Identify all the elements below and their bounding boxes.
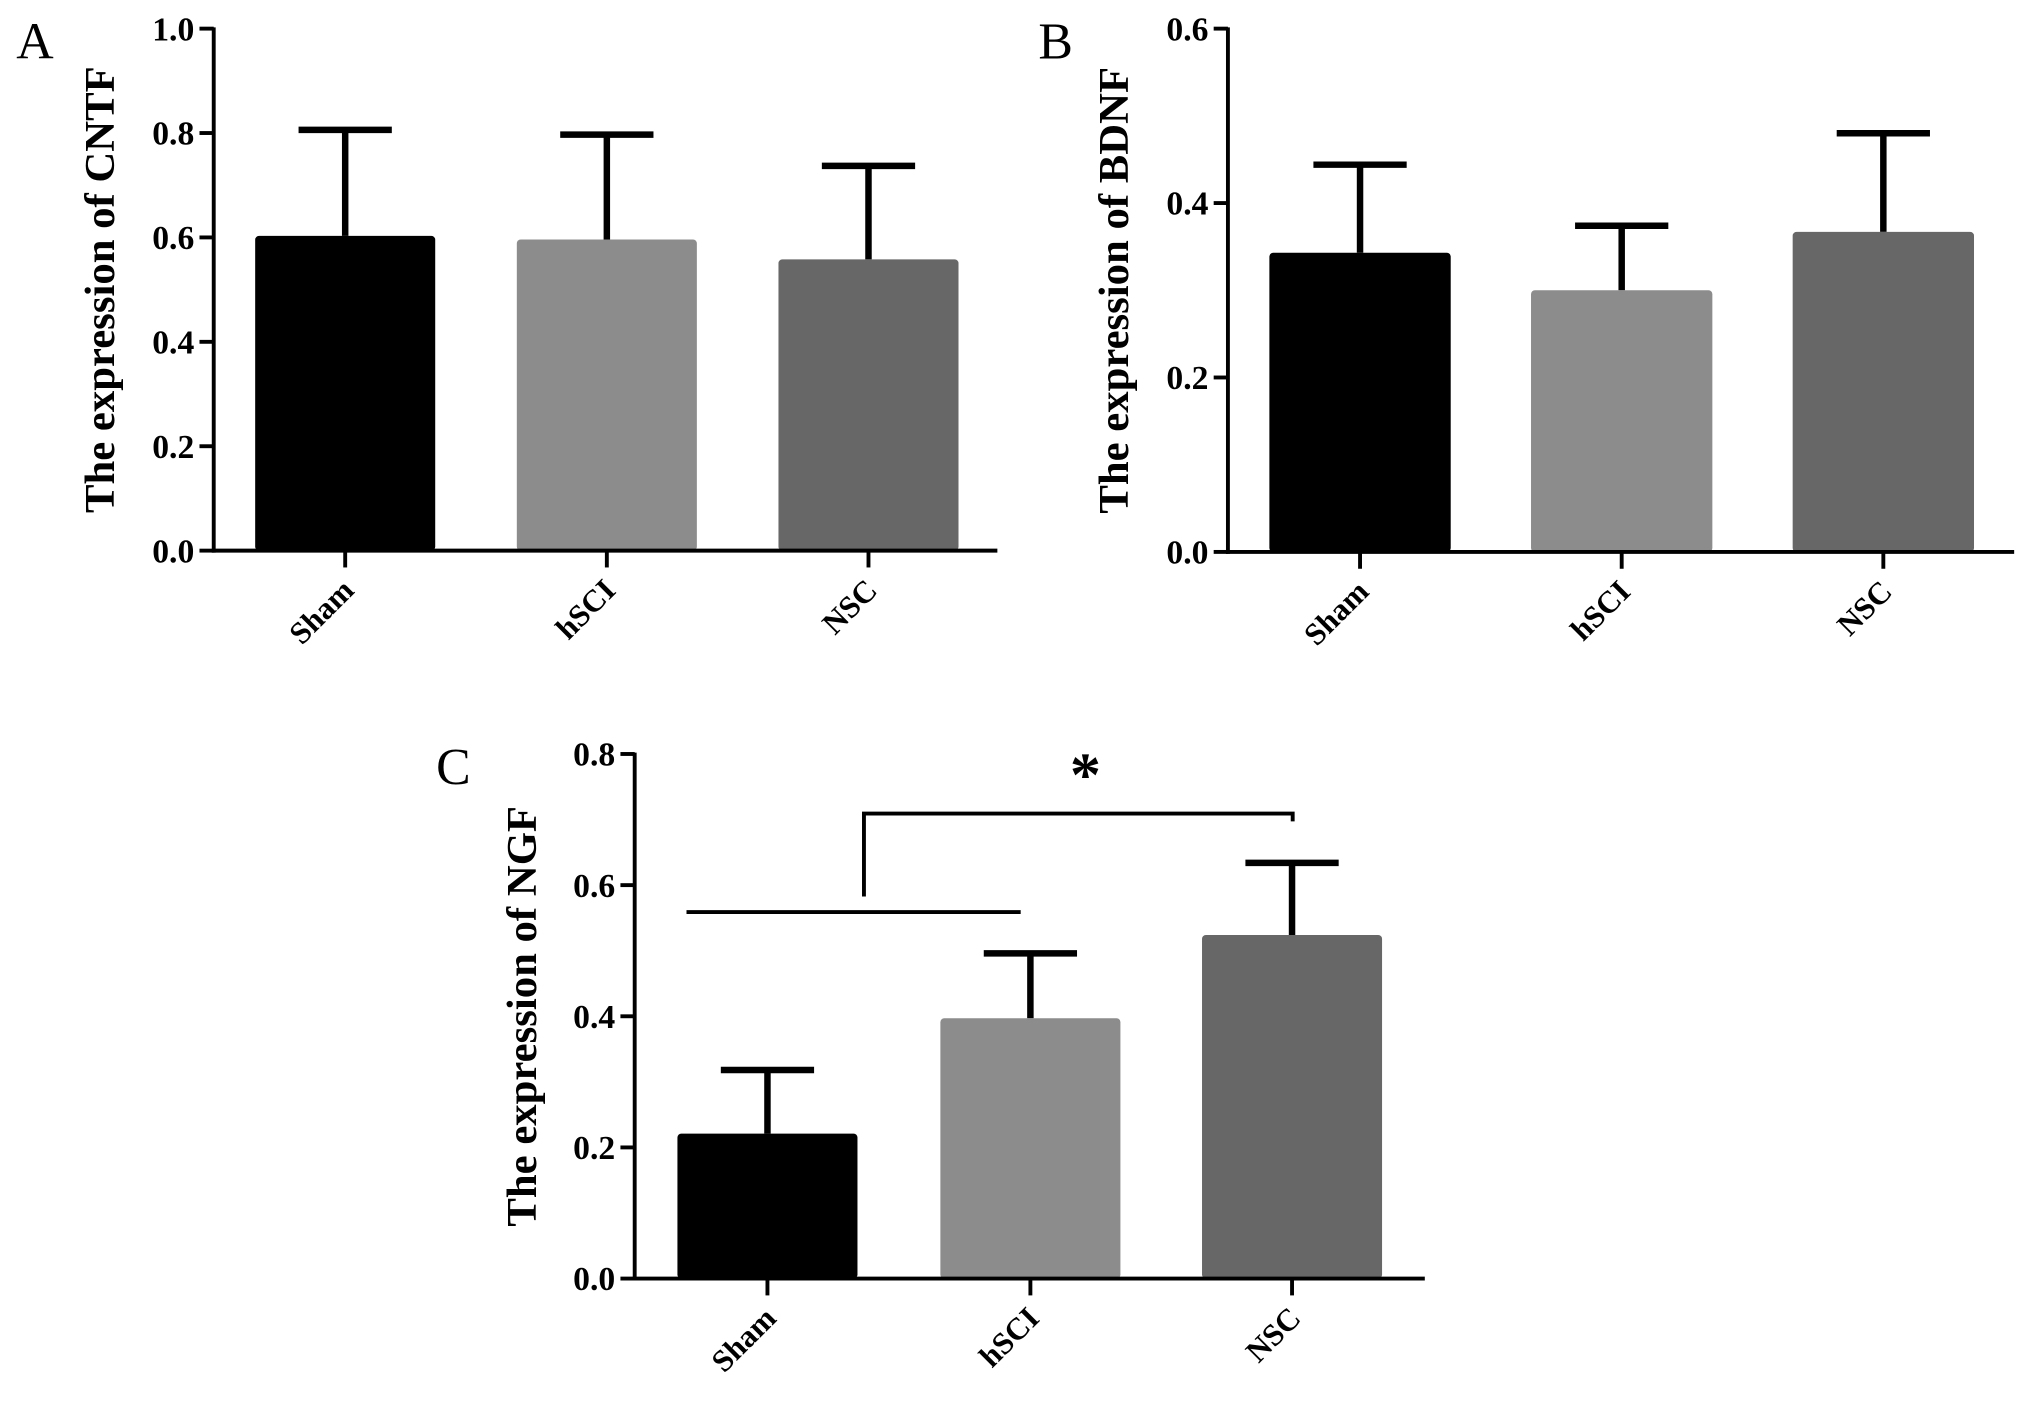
x-tick-label: Sham xyxy=(704,1300,783,1379)
y-tick-label: 0.0 xyxy=(1166,535,1208,572)
y-tick-label: 0.4 xyxy=(1166,186,1208,223)
y-tick-label: 0.4 xyxy=(152,324,194,361)
bar-Sham xyxy=(677,1133,858,1279)
y-tick-label: 0.2 xyxy=(152,429,194,466)
bar-Sham xyxy=(1269,252,1451,552)
y-tick-label: 0.0 xyxy=(152,533,194,570)
bar-hSCI xyxy=(940,1018,1121,1279)
y-axis-label: The expression of BDNF xyxy=(1091,67,1138,514)
x-tick-label: NSC xyxy=(1239,1300,1308,1369)
x-tick-label: Sham xyxy=(282,572,361,651)
panel-C: C Sham hSCI NSC 0.0 0.2 0.4 0.6 0.8 The expressio… xyxy=(436,737,1425,1379)
x-tick-label: hSCI xyxy=(1563,574,1637,648)
y-tick-label: 0.6 xyxy=(152,220,194,257)
y-tick-label: 0.2 xyxy=(573,1130,615,1167)
x-tick-label: NSC xyxy=(815,572,884,641)
significance-star: * xyxy=(1070,741,1101,809)
x-tick-label: hSCI xyxy=(549,572,623,646)
panel-label: B xyxy=(1038,13,1073,70)
y-tick-label: 0.8 xyxy=(573,737,615,774)
bar-hSCI xyxy=(516,239,697,551)
bar-NSC xyxy=(778,259,959,551)
x-tick-label: hSCI xyxy=(972,1300,1046,1374)
bar-Sham xyxy=(255,235,436,551)
y-tick-label: 0.4 xyxy=(573,999,615,1036)
y-tick-label: 0.8 xyxy=(152,116,194,153)
y-tick-label: 0.6 xyxy=(573,868,615,905)
bar-hSCI xyxy=(1531,290,1713,552)
x-tick-label: Sham xyxy=(1297,573,1376,652)
bar-NSC xyxy=(1202,934,1383,1279)
y-tick-label: 1.0 xyxy=(152,11,194,48)
significance-bracket xyxy=(862,811,1295,897)
panel-B: B Sham hSCI NSC 0.0 0.2 0.4 0.6 The expression o… xyxy=(1038,11,2015,652)
y-axis-label: The expression of NGF xyxy=(499,806,546,1227)
y-tick-label: 0.6 xyxy=(1166,11,1208,48)
panel-label: C xyxy=(436,739,471,796)
panel-label: A xyxy=(16,13,54,70)
x-tick-label: NSC xyxy=(1830,574,1899,643)
bar-NSC xyxy=(1792,231,1975,552)
y-axis-label: The expression of CNTF xyxy=(77,66,124,513)
y-tick-label: 0.0 xyxy=(573,1261,615,1298)
y-tick-label: 0.2 xyxy=(1166,360,1208,397)
panel-A: A Sham hSCI NSC 0.0 0.2 0.4 0.6 0.8 1.0 The expres… xyxy=(16,11,998,651)
